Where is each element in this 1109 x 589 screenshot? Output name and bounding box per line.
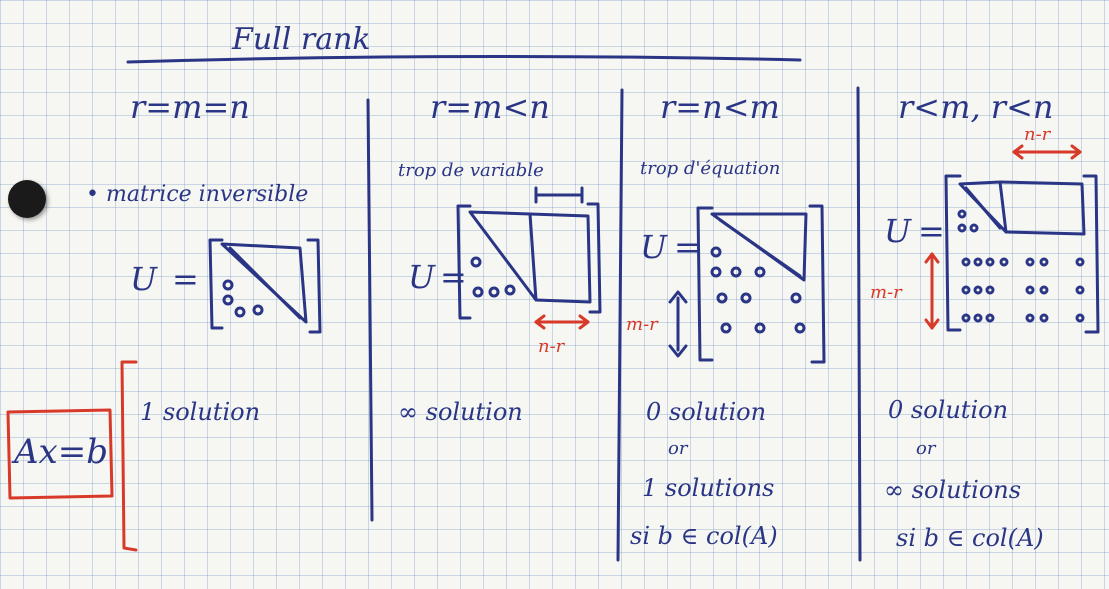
divider-3: [856, 86, 862, 562]
column-1-matrix-equals: =: [172, 260, 199, 298]
equation-label: Ax=b: [14, 432, 108, 472]
page-title: Full rank: [232, 22, 371, 57]
column-2-header: r=m<n: [430, 88, 550, 126]
column-1-note: • matrice inversible: [86, 182, 309, 207]
column-3-matrix-symbol: U: [640, 228, 667, 266]
matrix-3-drawing: [668, 204, 826, 364]
column-4-solution-4: si b ∈ col(A): [896, 524, 1044, 552]
column-4-solution-1: 0 solution: [888, 396, 1009, 424]
column-3-solution-2: or: [668, 438, 688, 459]
column-2-matrix-equals: =: [440, 258, 467, 296]
column-3-note: trop d'équation: [640, 158, 781, 179]
title-underline: [126, 54, 802, 64]
column-3-solution-4: si b ∈ col(A): [630, 522, 778, 550]
column-4-solution-3: ∞ solutions: [884, 476, 1022, 504]
column-2-matrix-symbol: U: [408, 258, 435, 296]
divider-1: [366, 98, 374, 522]
column-3-matrix-equals: =: [674, 228, 701, 266]
equation-box: [6, 408, 114, 500]
column-2-note: trop de variable: [398, 160, 544, 181]
column-4-dim-label-top: n-r: [1024, 124, 1051, 145]
column-1-header: r=m=n: [130, 88, 250, 126]
column-1-matrix-symbol: U: [130, 260, 157, 298]
column-1-solution-1: 1 solution: [140, 398, 261, 426]
column-4-dim-label-side: m-r: [870, 282, 902, 303]
column-4-matrix-equals: =: [918, 212, 945, 250]
matrix-1-drawing: [208, 238, 322, 334]
matrix-2-drawing: [456, 186, 602, 320]
column-3-header: r=n<m: [660, 88, 780, 126]
matrix-4-drawing: [944, 174, 1100, 334]
column-3-solution-3: 1 solutions: [642, 474, 775, 502]
binder-hole: [8, 180, 46, 218]
bracket-red: [120, 360, 138, 552]
column-3-solution-1: 0 solution: [646, 398, 767, 426]
divider-2: [616, 88, 624, 562]
column-2-dim-label: n-r: [538, 336, 565, 357]
column-4-matrix-symbol: U: [884, 212, 911, 250]
column-3-dim-label: m-r: [626, 314, 658, 335]
column-4-solution-2: or: [916, 438, 936, 459]
column-4-header: r<m, r<n: [898, 88, 1054, 126]
column-2-solution-1: ∞ solution: [398, 398, 523, 426]
